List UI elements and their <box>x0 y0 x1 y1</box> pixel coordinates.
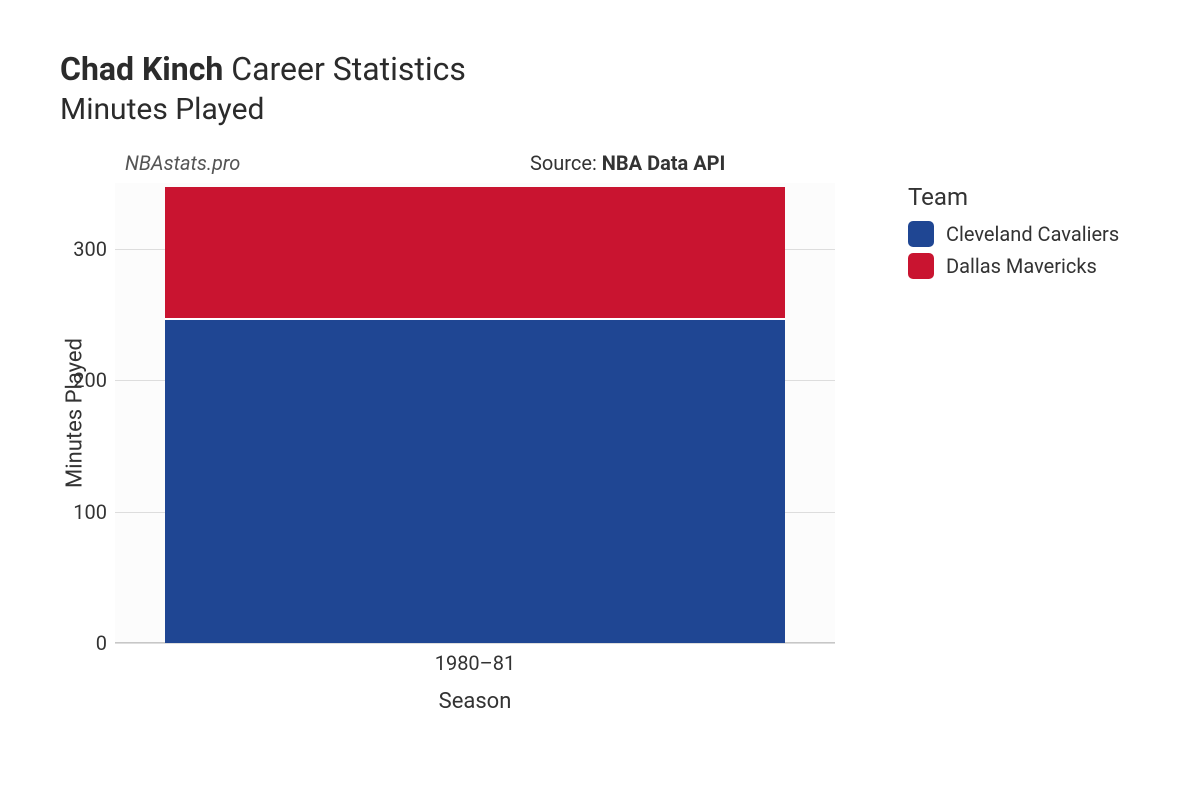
bar-stack <box>165 187 784 643</box>
chart-wrap: Minutes Played 01002003001980–81 Season <box>60 183 880 714</box>
x-tick-label: 1980–81 <box>435 643 516 675</box>
legend-label: Dallas Mavericks <box>946 254 1097 278</box>
source-label: Source: NBA Data API <box>530 151 725 175</box>
y-tick-label: 300 <box>65 237 115 261</box>
y-tick-label: 100 <box>65 500 115 524</box>
source-prefix: Source: <box>530 151 602 175</box>
y-tick-label: 0 <box>65 631 115 655</box>
player-name: Chad Kinch <box>60 50 223 88</box>
bar-segment <box>165 318 784 643</box>
legend-item: Cleveland Cavaliers <box>908 221 1119 247</box>
legend-title: Team <box>908 183 1119 211</box>
y-axis-title: Minutes Played <box>63 338 88 488</box>
chart-row: Minutes Played 01002003001980–81 Season … <box>60 183 1160 714</box>
plot-area: Minutes Played 01002003001980–81 <box>115 183 835 643</box>
bar-segment <box>165 187 784 318</box>
legend-label: Cleveland Cavaliers <box>946 222 1119 246</box>
legend: Team Cleveland Cavaliers Dallas Mavericks <box>908 183 1119 285</box>
title-suffix: Career Statistics <box>231 50 466 88</box>
chart-title-line-2: Minutes Played <box>60 92 1160 127</box>
subheading-row: NBAstats.pro Source: NBA Data API <box>60 151 1160 181</box>
legend-swatch <box>908 253 934 279</box>
brand-label: NBAstats.pro <box>125 151 240 175</box>
x-axis-title: Season <box>115 689 835 714</box>
chart-title-line-1: Chad Kinch Career Statistics <box>60 50 1160 88</box>
legend-item: Dallas Mavericks <box>908 253 1119 279</box>
legend-swatch <box>908 221 934 247</box>
y-tick-label: 200 <box>65 368 115 392</box>
source-name: NBA Data API <box>602 151 726 175</box>
chart-container: Chad Kinch Career Statistics Minutes Pla… <box>0 0 1200 800</box>
